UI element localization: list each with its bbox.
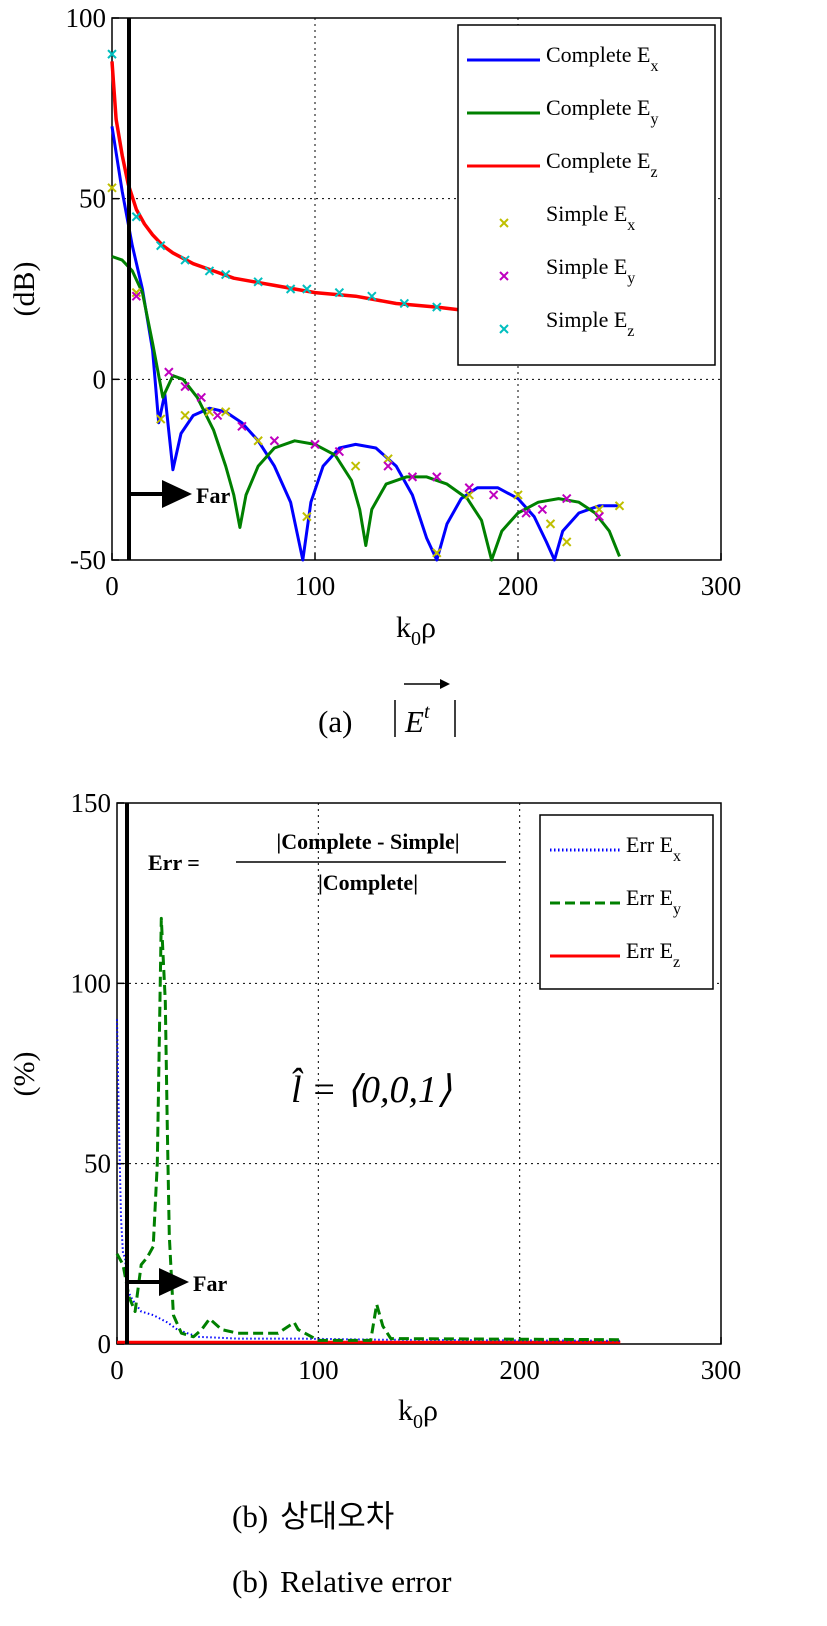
chart-a-xtick-label: 200 <box>498 571 539 601</box>
legend-label: Complete Ey <box>546 95 658 128</box>
chart-b-xlabel: k0ρ <box>398 1394 438 1433</box>
chart-b-legend: Err Ex Err Ey Err Ez <box>539 814 714 990</box>
chart-a-legend-box <box>457 24 716 366</box>
simple-ey-point <box>383 461 394 472</box>
chart-a-far-arrow: Far <box>129 480 230 508</box>
simple-ey-point <box>212 410 223 421</box>
chart-b-ytick-label: 50 <box>84 1149 111 1179</box>
chart-a-xlabel: k0ρ <box>396 611 436 650</box>
simple-ex-point <box>545 518 556 529</box>
series-complete-ey <box>111 255 621 562</box>
chart-a-xtick-label: 0 <box>105 571 119 601</box>
error-formula: Err = |Complete - Simple| |Complete| <box>148 829 506 895</box>
legend-label: Err Ez <box>626 938 680 971</box>
chart-b-xtick-label: 100 <box>298 1355 339 1385</box>
series-complete-ex <box>110 126 620 562</box>
legend-item-line-x: Complete Ex <box>467 42 658 75</box>
simple-ey-point <box>464 482 475 493</box>
simple-ex-point <box>561 536 572 547</box>
series-err-ey <box>115 916 621 1342</box>
legend-item-line-z: Complete Ez <box>467 148 658 181</box>
chart-a-ytick-label: 100 <box>66 3 107 33</box>
legend-item-err-x: Err Ex <box>550 832 681 865</box>
chart-a-caption: (a) Et <box>318 679 456 739</box>
error-formula-denominator: |Complete| <box>318 870 418 895</box>
chart-a-y-tick-labels: -50 0 50 100 <box>66 3 107 575</box>
simple-ex-point <box>180 410 191 421</box>
chart-b-lines <box>115 916 621 1344</box>
chart-a-x-tick-labels: 0 100 200 300 <box>105 571 741 601</box>
chart-a-ytick-label: -50 <box>70 545 106 575</box>
legend-item-err-z: Err Ez <box>550 938 680 971</box>
chart-b-ytick-label: 100 <box>71 968 112 998</box>
chart-b-ylabel: (%) <box>8 1052 41 1097</box>
chart-b-x-tick-labels: 0 100 200 300 <box>110 1355 741 1385</box>
legend-item-marker-z: Simple Ez <box>499 307 634 340</box>
series-err-ex <box>116 1019 621 1342</box>
simple-ey-point <box>488 489 499 500</box>
error-formula-lhs: Err = <box>148 850 200 875</box>
chart-a-frame <box>111 17 722 561</box>
chart-b-ytick-label: 0 <box>98 1329 112 1359</box>
legend-item-marker-y: Simple Ey <box>499 254 635 287</box>
chart-a-ylabel: (dB) <box>8 262 41 317</box>
legend-label: Simple Ez <box>546 307 634 340</box>
error-formula-numerator: |Complete - Simple| <box>276 829 459 854</box>
chart-b-xtick-label: 0 <box>110 1355 124 1385</box>
legend-label: Complete Ex <box>546 42 658 75</box>
chart-b: Far 0 50 100 150 0 100 200 300 (%) k0ρ Err = |… <box>8 788 741 1599</box>
unit-vector-annotation: l̂ = ⟨0,0,1⟩ <box>291 1067 452 1111</box>
chart-a-legend: Complete Ex Complete Ey Complete Ez Simple … <box>457 24 716 366</box>
legend-label: Err Ex <box>626 832 681 865</box>
chart-a-caption-prefix: (a) <box>318 704 352 739</box>
simple-ex-point <box>383 453 394 464</box>
legend-label: Simple Ey <box>546 254 635 287</box>
legend-label: Complete Ez <box>546 148 658 181</box>
chart-a-xtick-label: 100 <box>295 571 336 601</box>
simple-ey-point <box>537 504 548 515</box>
chart-b-xtick-label: 200 <box>499 1355 540 1385</box>
chart-b-caption-ko: (b) 상대오차 <box>232 1499 394 1534</box>
chart-b-y-tick-labels: 0 50 100 150 <box>71 788 112 1359</box>
chart-b-caption-en: (b) Relative error <box>232 1564 452 1599</box>
chart-b-far-arrow: Far <box>127 1268 227 1296</box>
chart-a-ytick-label: 0 <box>93 364 107 394</box>
legend-item-marker-x: Simple Ex <box>499 201 635 234</box>
chart-b-frame <box>116 802 722 1345</box>
legend-item-err-y: Err Ey <box>550 885 681 918</box>
simple-ex-point <box>350 461 361 472</box>
chart-a-ytick-label: 50 <box>79 184 106 214</box>
chart-a-far-label: Far <box>196 483 230 508</box>
simple-ey-point <box>269 435 280 446</box>
simple-ex-point <box>253 435 264 446</box>
simple-ey-point <box>163 367 174 378</box>
chart-b-far-label: Far <box>193 1271 227 1296</box>
chart-a-caption-math: Et <box>404 701 430 739</box>
legend-label: Simple Ex <box>546 201 635 234</box>
chart-b-ytick-label: 150 <box>71 788 112 818</box>
series-complete-ez <box>110 61 478 313</box>
chart-b-xtick-label: 300 <box>701 1355 742 1385</box>
legend-item-line-y: Complete Ey <box>467 95 658 128</box>
legend-label: Err Ey <box>626 885 681 918</box>
chart-a-xtick-label: 300 <box>701 571 742 601</box>
